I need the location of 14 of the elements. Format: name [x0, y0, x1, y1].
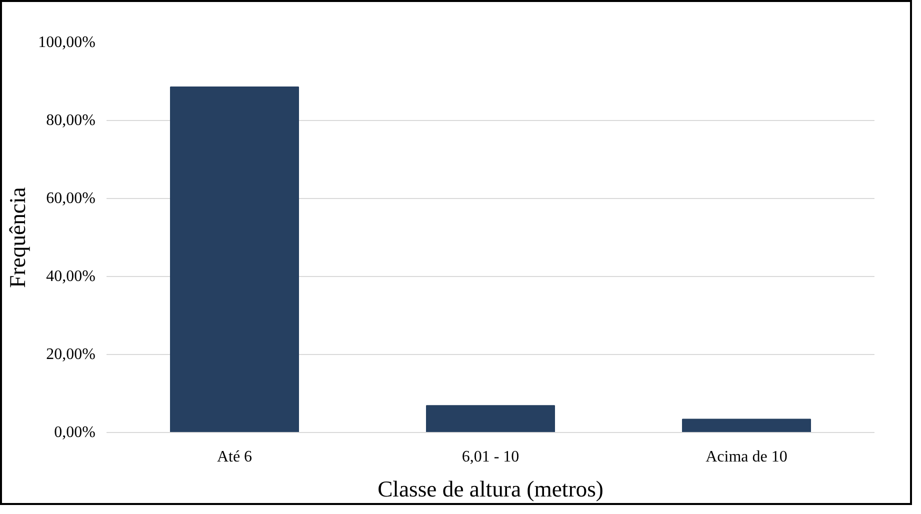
x-tick-label: Acima de 10 — [706, 448, 788, 466]
y-axis-title: Frequência — [5, 187, 30, 288]
bar — [170, 86, 299, 432]
x-axis-title: Classe de altura (metros) — [378, 476, 604, 502]
y-tick-label: 60,00% — [46, 190, 96, 207]
y-tick-label: 80,00% — [46, 112, 96, 129]
x-tick-label: 6,01 - 10 — [462, 448, 520, 466]
bar — [682, 418, 811, 432]
y-tick-label: 20,00% — [46, 346, 96, 363]
y-tick-label: 40,00% — [46, 268, 96, 285]
bar — [426, 405, 555, 432]
x-tick-label: Até 6 — [216, 448, 252, 466]
y-tick-label: 100,00% — [38, 34, 96, 51]
y-tick-label: 0,00% — [54, 424, 96, 441]
